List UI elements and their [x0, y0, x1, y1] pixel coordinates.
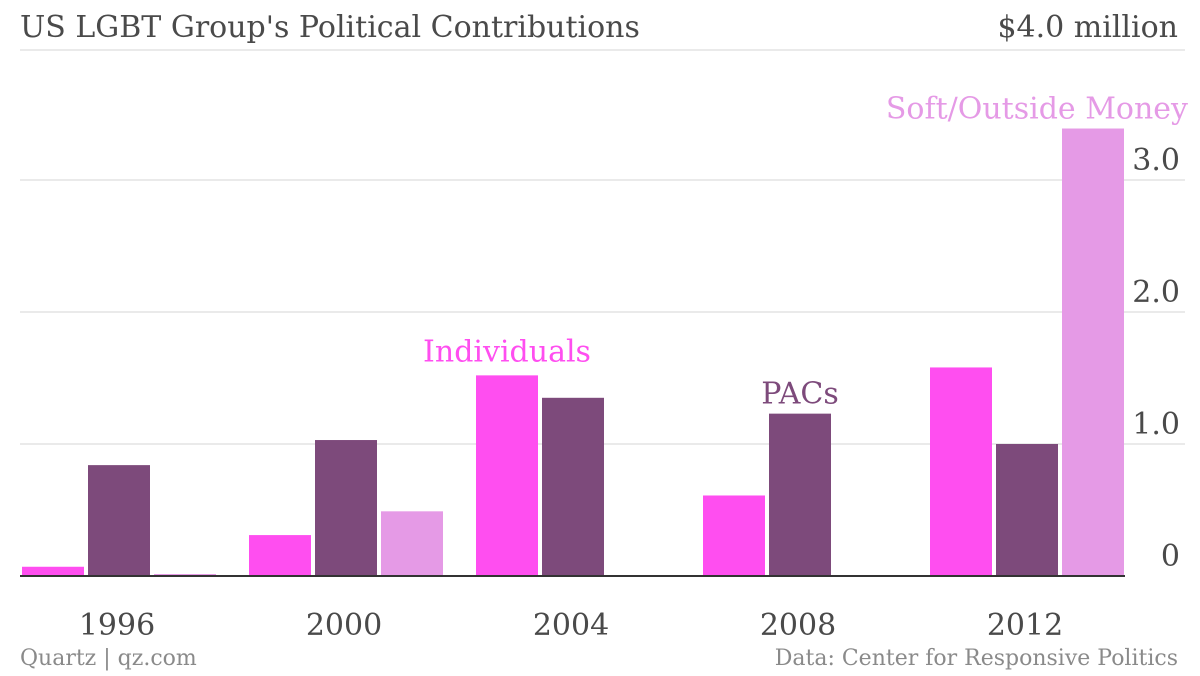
- bar-soft-outside-money-2000: [381, 511, 443, 576]
- bar-individuals-2004: [476, 375, 538, 576]
- y-tick-label: 2.0: [1132, 275, 1180, 310]
- footer-credit: Quartz | qz.com: [20, 646, 197, 671]
- series-label-soft-outside-money: Soft/Outside Money: [886, 92, 1188, 127]
- bar-pacs-2012: [996, 444, 1058, 576]
- x-tick-label: 2012: [987, 608, 1063, 643]
- y-tick-label: 1.0: [1132, 407, 1180, 442]
- chart-title: US LGBT Group's Political Contributions: [20, 10, 640, 45]
- y-tick-label: 0: [1161, 539, 1180, 574]
- footer-source: Data: Center for Responsive Politics: [774, 646, 1178, 671]
- x-tick-label: 2008: [760, 608, 836, 643]
- series-label-individuals: Individuals: [423, 334, 591, 369]
- bar-pacs-2004: [542, 397, 604, 576]
- bar-individuals-2012: [930, 367, 992, 576]
- x-tick-label: 1996: [79, 608, 155, 643]
- bar-individuals-2000: [249, 535, 311, 576]
- series-label-pacs: PACs: [761, 377, 838, 412]
- bar-soft-outside-money-2012: [1062, 128, 1124, 576]
- bar-individuals-1996: [22, 566, 84, 576]
- y-tick-label: 3.0: [1132, 143, 1180, 178]
- bar-pacs-1996: [88, 465, 150, 576]
- x-tick-label: 2000: [306, 608, 382, 643]
- x-tick-label: 2004: [533, 608, 609, 643]
- bar-pacs-2000: [315, 440, 377, 576]
- y-axis-max-label: $4.0 million: [997, 10, 1178, 45]
- bar-individuals-2008: [703, 495, 765, 576]
- bar-pacs-2008: [769, 413, 831, 576]
